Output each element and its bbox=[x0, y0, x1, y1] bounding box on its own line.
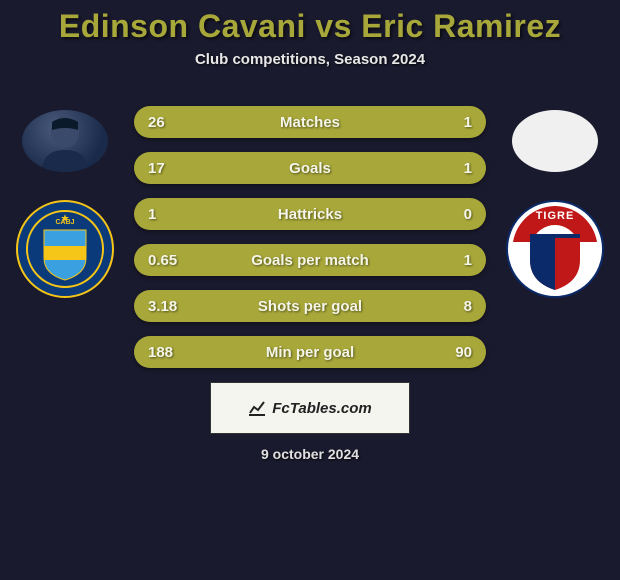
stat-right: 1 bbox=[464, 160, 472, 177]
comparison-card: Edinson Cavani vs Eric Ramirez Club comp… bbox=[0, 0, 620, 462]
stat-row-gpm: 0.65 Goals per match 1 bbox=[134, 244, 486, 276]
left-column: CABJ bbox=[14, 106, 116, 298]
svg-text:TIGRE: TIGRE bbox=[536, 210, 575, 222]
stat-left: 188 bbox=[148, 344, 173, 361]
stat-row-mpg: 188 Min per goal 90 bbox=[134, 336, 486, 368]
stat-right: 90 bbox=[455, 344, 472, 361]
stat-label: Goals per match bbox=[134, 252, 486, 269]
player-silhouette-icon bbox=[22, 110, 108, 172]
player2-club-badge: TIGRE bbox=[506, 200, 604, 298]
stats-column: 26 Matches 1 17 Goals 1 1 Hattricks 0 0.… bbox=[134, 106, 486, 368]
tigre-badge-icon: TIGRE bbox=[506, 200, 604, 298]
stat-right: 0 bbox=[464, 206, 472, 223]
stat-left: 17 bbox=[148, 160, 165, 177]
stat-label: Shots per goal bbox=[134, 298, 486, 315]
player-placeholder-icon bbox=[512, 110, 598, 172]
stat-row-hattricks: 1 Hattricks 0 bbox=[134, 198, 486, 230]
stat-right: 8 bbox=[464, 298, 472, 315]
main-area: CABJ 26 Matches 1 17 Goals 1 1 Hattricks… bbox=[0, 106, 620, 368]
stat-label: Min per goal bbox=[134, 344, 486, 361]
chart-icon bbox=[248, 399, 266, 417]
player1-club-badge: CABJ bbox=[16, 200, 114, 298]
stat-label: Matches bbox=[134, 114, 486, 131]
attribution-text: FcTables.com bbox=[272, 400, 371, 417]
stat-right: 1 bbox=[464, 114, 472, 131]
stat-left: 0.65 bbox=[148, 252, 177, 269]
boca-badge-icon: CABJ bbox=[16, 200, 114, 298]
stat-left: 3.18 bbox=[148, 298, 177, 315]
title: Edinson Cavani vs Eric Ramirez bbox=[0, 8, 620, 45]
stat-right: 1 bbox=[464, 252, 472, 269]
attribution-badge: FcTables.com bbox=[210, 382, 410, 434]
stat-label: Hattricks bbox=[134, 206, 486, 223]
stat-row-goals: 17 Goals 1 bbox=[134, 152, 486, 184]
subtitle: Club competitions, Season 2024 bbox=[0, 51, 620, 68]
stat-left: 26 bbox=[148, 114, 165, 131]
player2-photo bbox=[512, 110, 598, 172]
stat-row-matches: 26 Matches 1 bbox=[134, 106, 486, 138]
date: 9 october 2024 bbox=[0, 446, 620, 462]
right-column: TIGRE bbox=[504, 106, 606, 298]
stat-row-spg: 3.18 Shots per goal 8 bbox=[134, 290, 486, 322]
stat-label: Goals bbox=[134, 160, 486, 177]
svg-text:CABJ: CABJ bbox=[55, 219, 74, 226]
stat-left: 1 bbox=[148, 206, 156, 223]
player1-photo bbox=[22, 110, 108, 172]
